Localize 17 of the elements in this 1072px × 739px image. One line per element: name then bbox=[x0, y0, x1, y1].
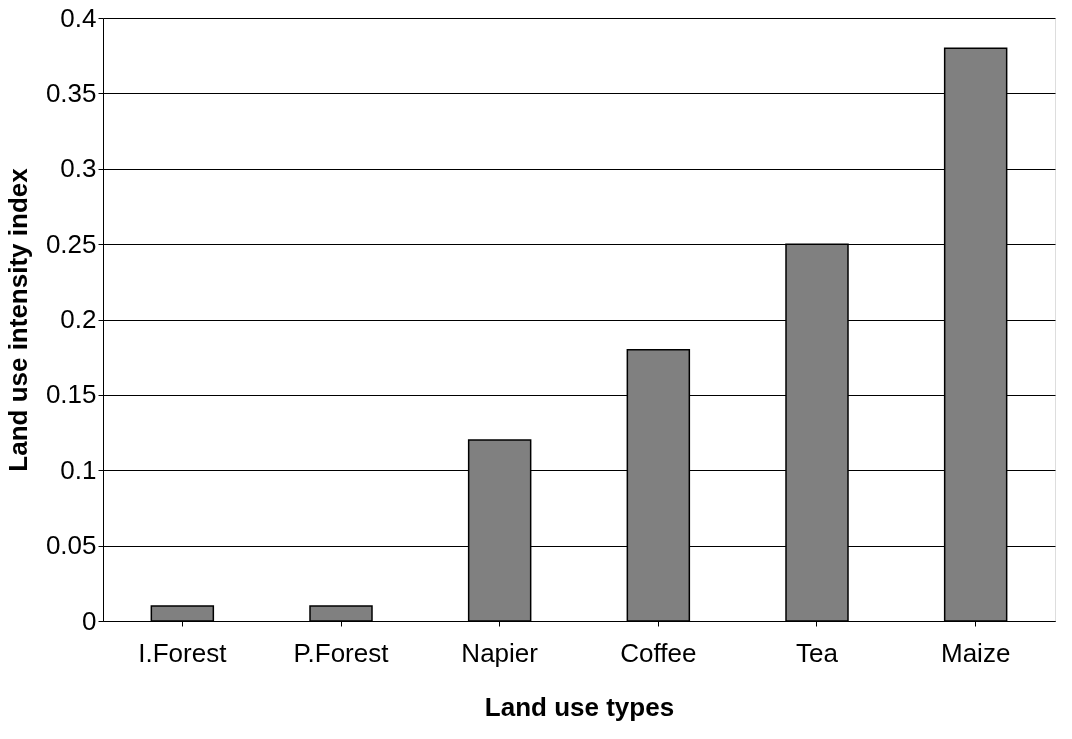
y-tick-label: 0.25 bbox=[45, 228, 97, 259]
y-tick-label: 0.2 bbox=[60, 304, 97, 334]
x-tick-label: Coffee bbox=[620, 637, 697, 668]
x-axis-title: Land use types bbox=[484, 691, 675, 722]
y-tick-label: 0 bbox=[82, 605, 97, 636]
y-tick-label: 0.15 bbox=[45, 379, 97, 410]
y-tick-label: 0.4 bbox=[60, 2, 97, 33]
x-tick-label: Napier bbox=[461, 637, 539, 668]
y-tick-label: 0.05 bbox=[45, 530, 97, 561]
y-tick-label: 0.1 bbox=[60, 454, 97, 485]
y-axis-title: Land use intensity index bbox=[2, 167, 33, 472]
y-tick-label: 0.3 bbox=[60, 153, 97, 184]
x-tick-label: P.Forest bbox=[293, 637, 390, 668]
y-tick-label: 0.35 bbox=[45, 77, 97, 108]
x-tick-label: I.Forest bbox=[138, 637, 228, 668]
x-tick-label: Tea bbox=[796, 637, 839, 668]
x-tick-label: Maize bbox=[940, 637, 1011, 668]
